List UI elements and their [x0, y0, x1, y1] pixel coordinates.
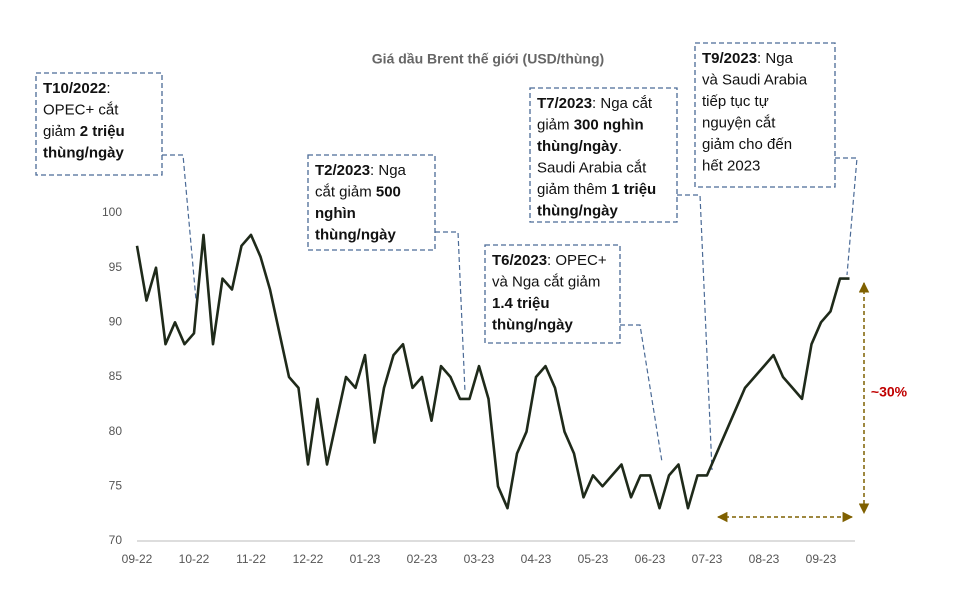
annotation-text: : Nga	[757, 50, 794, 67]
annotation-text: : Nga cắt	[592, 95, 653, 112]
annotation-text: và Nga cắt giảm	[492, 273, 600, 290]
annotation-text: 1.4 triệu	[492, 295, 550, 312]
annotation-line: OPEC+ cắt	[43, 101, 119, 118]
annotation-text: T6/2023	[492, 252, 547, 269]
annotation-line: Saudi Arabia cắt	[537, 159, 647, 176]
x-tick-label: 05-23	[578, 552, 609, 566]
y-tick-label: 85	[109, 369, 123, 383]
chart-title: Giá dầu Brent thế giới (USD/thùng)	[372, 51, 604, 67]
x-tick-label: 02-23	[407, 552, 438, 566]
annotation-line: T2/2023: Nga	[315, 162, 407, 179]
x-tick-label: 09-23	[806, 552, 837, 566]
annotation-text: thùng/ngày	[315, 226, 396, 243]
leader-line	[435, 231, 466, 393]
leader-line	[620, 324, 663, 463]
annotation-line: giảm cho đến	[702, 136, 792, 153]
annotation-text: và Saudi Arabia	[702, 71, 808, 88]
annotation-box	[529, 87, 678, 223]
annotation-line: thùng/ngày	[492, 316, 573, 333]
annotation-text: thùng/ngày	[537, 138, 618, 155]
annotation-text: Saudi Arabia cắt	[537, 159, 647, 176]
annotation-line: T10/2022:	[43, 80, 111, 97]
leader-line	[677, 194, 713, 471]
annotation-text: nguyện cắt	[702, 114, 776, 131]
annotation-box	[307, 154, 436, 251]
annotation-line: hết 2023	[702, 157, 760, 174]
y-tick-label: 100	[102, 205, 122, 219]
annotation-text: 300 nghìn	[574, 116, 644, 133]
y-tick-label: 95	[109, 260, 123, 274]
annotation-box	[35, 72, 163, 176]
change-label: ~30%	[871, 384, 908, 400]
annotation-line: thùng/ngày	[537, 202, 618, 219]
annotation-line: T6/2023: OPEC+	[492, 252, 607, 269]
annotation-line: giảm 300 nghìn	[537, 116, 644, 133]
annotation-line: thùng/ngày	[315, 226, 396, 243]
annotation-line: tiếp tục tự	[702, 93, 769, 110]
y-tick-label: 75	[109, 479, 123, 493]
annotation-text: 2 triệu	[80, 123, 125, 140]
annotation-text: nghìn	[315, 205, 356, 222]
x-tick-label: 09-22	[122, 552, 153, 566]
x-tick-label: 01-23	[350, 552, 381, 566]
leader-line	[162, 154, 197, 301]
annotation-text: giảm	[43, 123, 80, 140]
y-tick-label: 70	[109, 533, 123, 547]
annotation-text: thùng/ngày	[537, 202, 618, 219]
annotation-text: cắt giảm	[315, 183, 376, 200]
x-tick-label: 08-23	[749, 552, 780, 566]
annotation-line: và Nga cắt giảm	[492, 273, 600, 290]
annotation-line: 1.4 triệu	[492, 295, 550, 312]
annotation-line: thùng/ngày.	[537, 138, 622, 155]
annotation-text: 1 triệu	[611, 181, 656, 198]
annotation-text: :	[106, 80, 110, 97]
annotation-line: giảm 2 triệu	[43, 123, 125, 140]
y-tick-label: 90	[109, 315, 123, 329]
x-tick-label: 07-23	[692, 552, 723, 566]
annotation-text: thùng/ngày	[43, 144, 124, 161]
annotation-line: và Saudi Arabia	[702, 71, 808, 88]
annotation-text: hết 2023	[702, 157, 760, 174]
annotation-text: OPEC+ cắt	[43, 101, 119, 118]
annotation-text: T10/2022	[43, 80, 106, 97]
annotation-line: cắt giảm 500	[315, 183, 401, 200]
y-tick-label: 80	[109, 424, 123, 438]
annotation-text: 500	[376, 183, 401, 200]
annotation-text: .	[618, 138, 622, 155]
annotation-box	[484, 244, 621, 344]
x-tick-label: 10-22	[179, 552, 210, 566]
annotation-text: : OPEC+	[547, 252, 607, 269]
annotation-text: T7/2023	[537, 95, 592, 112]
annotation-text: tiếp tục tự	[702, 93, 769, 110]
x-tick-label: 03-23	[464, 552, 495, 566]
annotation-text: T9/2023	[702, 50, 757, 67]
x-tick-label: 12-22	[293, 552, 324, 566]
annotation-line: thùng/ngày	[43, 144, 124, 161]
leader-line	[835, 157, 858, 276]
annotation-line: nghìn	[315, 205, 356, 222]
annotation-line: T9/2023: Nga	[702, 50, 794, 67]
annotation-text: thùng/ngày	[492, 316, 573, 333]
annotation-line: nguyện cắt	[702, 114, 776, 131]
x-tick-label: 04-23	[521, 552, 552, 566]
x-tick-label: 06-23	[635, 552, 666, 566]
annotation-text: giảm thêm	[537, 181, 611, 198]
x-tick-label: 11-22	[236, 552, 266, 566]
annotation-text: : Nga	[370, 162, 407, 179]
annotation-line: giảm thêm 1 triệu	[537, 181, 656, 198]
price-line	[135, 233, 850, 510]
annotation-box	[694, 42, 836, 188]
annotation-text: giảm	[537, 116, 574, 133]
annotation-text: giảm cho đến	[702, 136, 792, 153]
annotation-line: T7/2023: Nga cắt	[537, 95, 653, 112]
annotation-text: T2/2023	[315, 162, 370, 179]
